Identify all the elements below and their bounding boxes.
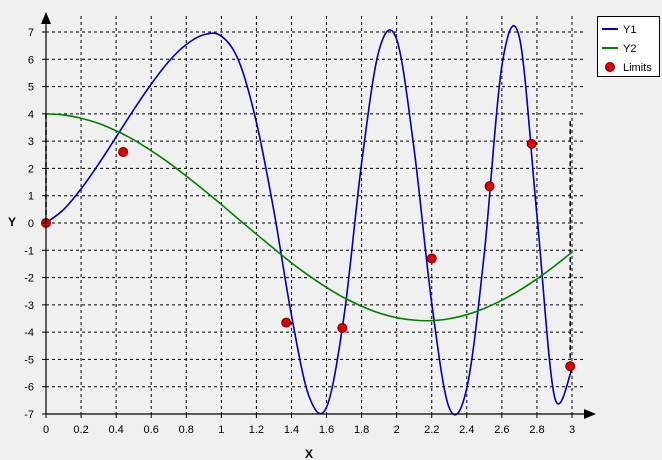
series-y1-line: [45, 24, 573, 416]
y-tick-label: 1: [28, 191, 34, 203]
y-tick-label: 5: [28, 82, 34, 94]
limit-point: [426, 253, 437, 264]
x-tick-label: 1.8: [354, 424, 369, 436]
y-tick-label: -1: [24, 245, 34, 257]
limit-point: [526, 138, 537, 149]
x-tick-label: 0.4: [108, 424, 123, 436]
y-tick-labels: -7 -6 -5 -4 -3 -2 -1 0 1 2 3 4 5 6 7: [24, 27, 34, 421]
x-tick-label: 0.6: [144, 424, 159, 436]
x-tick-label: 1.2: [249, 424, 264, 436]
x-tick-label: 0: [43, 424, 49, 436]
y-axis-title: Y: [8, 215, 16, 229]
y-tick-label: -2: [24, 273, 34, 285]
limit-point: [337, 323, 348, 334]
y-axis-arrow: [41, 12, 51, 24]
y-tick-label: 6: [28, 54, 34, 66]
y-tick-label: -7: [24, 409, 34, 421]
series-y2-line: [45, 113, 573, 322]
limit-markers: [41, 138, 576, 372]
x-tick-label: 2.2: [424, 424, 439, 436]
y-tick-label: -5: [24, 354, 34, 366]
x-tick-label: 0.2: [73, 424, 88, 436]
y-tick-label: -3: [24, 300, 34, 312]
legend-label: Y1: [623, 24, 636, 36]
x-tick-label: 0.8: [179, 424, 194, 436]
x-axis-title: X: [305, 447, 313, 460]
limit-point: [118, 147, 129, 158]
y-tick-label: -4: [24, 327, 34, 339]
x-axis-arrow: [584, 409, 596, 419]
limit-point: [484, 181, 495, 192]
x-tick-label: 1.6: [319, 424, 334, 436]
x-tick-label: 1.4: [284, 424, 299, 436]
y-tick-label: 4: [28, 109, 34, 121]
limit-point: [281, 317, 292, 328]
x-tick-label: 2.8: [529, 424, 544, 436]
series-lines: [45, 24, 573, 416]
y-tick-label: 7: [28, 27, 34, 39]
legend-label: Limits: [623, 62, 652, 74]
axes: [41, 12, 596, 419]
limit-point: [565, 361, 576, 372]
x-tick-label: 1: [218, 424, 224, 436]
y-tick-label: 0: [28, 218, 34, 230]
x-tick-label: 3: [569, 424, 575, 436]
legend: Y1 Y2 Limits: [597, 16, 660, 77]
x-tick-labels: 0 0.2 0.4 0.6 0.8 1 1.2 1.4 1.6 1.8 2 2.2 2.4 2.6 2.8 3: [43, 424, 575, 436]
x-tick-label: 2.6: [494, 424, 509, 436]
x-tick-label: 2: [394, 424, 400, 436]
legend-swatch-limits: [605, 62, 615, 72]
y-tick-label: -6: [24, 382, 34, 394]
x-tick-label: 2.4: [459, 424, 474, 436]
y-tick-label: 3: [28, 136, 34, 148]
legend-label: Y2: [623, 43, 636, 55]
y-tick-label: 2: [28, 163, 34, 175]
